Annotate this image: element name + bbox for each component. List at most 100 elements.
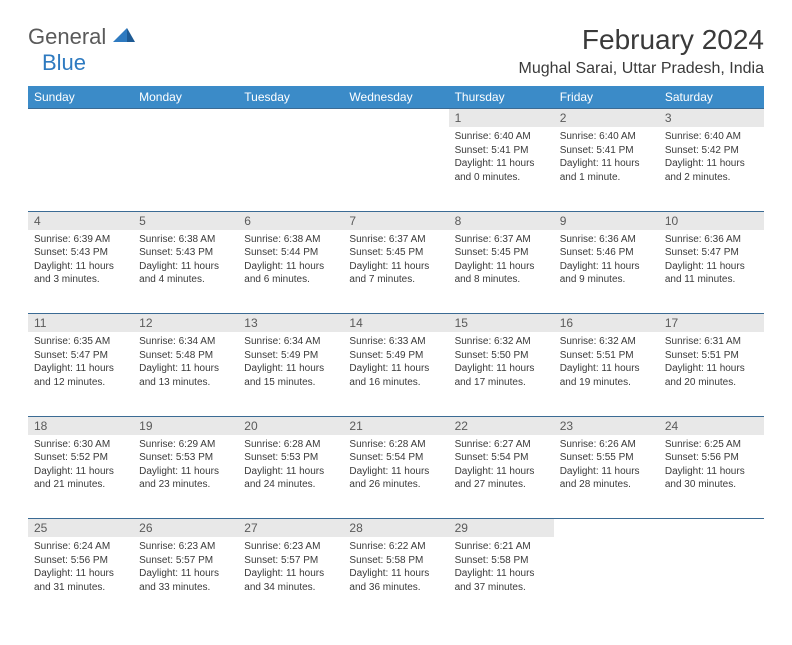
day-data-cell: Sunrise: 6:38 AM Sunset: 5:44 PM Daylight:… — [238, 230, 343, 314]
empty-cell — [343, 109, 448, 128]
sunset-line: Sunset: 5:44 PM — [244, 247, 318, 258]
day-data-row: Sunrise: 6:39 AM Sunset: 5:43 PM Daylight:… — [28, 230, 764, 314]
daylight-line: Daylight: 11 hours and 2 minutes. — [665, 158, 745, 183]
daylight-line: Daylight: 11 hours and 7 minutes. — [349, 261, 429, 286]
empty-cell — [554, 537, 659, 621]
day-data-cell: Sunrise: 6:32 AMSunset: 5:51 PMDaylight:… — [554, 332, 659, 416]
day-number-cell: 8 — [449, 211, 554, 230]
weekday-header: Friday — [554, 86, 659, 109]
empty-cell — [343, 127, 448, 211]
day-data-cell: Sunrise: 6:35 AMSunset: 5:47 PMDaylight:… — [28, 332, 133, 416]
sunset-line: Sunset: 5:47 PM — [665, 247, 739, 258]
day-data-cell: Sunrise: 6:28 AMSunset: 5:54 PMDaylight:… — [343, 435, 448, 519]
day-details: Sunrise: 6:36 AMSunset: 5:46 PMDaylight:… — [554, 230, 659, 293]
daynum-row: 2526272829 — [28, 519, 764, 538]
sunset-line: Sunset: 5:50 PM — [455, 350, 529, 361]
brand-part2: Blue — [42, 50, 86, 75]
day-number-cell: 17 — [659, 314, 764, 333]
day-number: 17 — [659, 314, 764, 332]
day-details: Sunrise: 6:40 AMSunset: 5:41 PMDaylight:… — [449, 127, 554, 190]
sunrise-line: Sunrise: 6:36 AM — [665, 234, 741, 245]
day-data-cell: Sunrise: 6:31 AMSunset: 5:51 PMDaylight:… — [659, 332, 764, 416]
day-number: 12 — [133, 314, 238, 332]
sunrise-line: Sunrise: 6:32 AM — [455, 336, 531, 347]
sunrise-line: Sunrise: 6:28 AM — [244, 439, 320, 450]
weekday-header: Saturday — [659, 86, 764, 109]
day-data-cell: Sunrise: 6:22 AMSunset: 5:58 PMDaylight:… — [343, 537, 448, 621]
day-data-cell: Sunrise: 6:36 AMSunset: 5:46 PMDaylight:… — [554, 230, 659, 314]
calendar-body: 123Sunrise: 6:40 AMSunset: 5:41 PMDaylig… — [28, 109, 764, 622]
sunset-line: Sunset: 5:43 PM — [34, 247, 108, 258]
day-data-row: Sunrise: 6:35 AMSunset: 5:47 PMDaylight:… — [28, 332, 764, 416]
day-number: 5 — [133, 212, 238, 230]
day-number-cell: 21 — [343, 416, 448, 435]
day-number: 21 — [343, 417, 448, 435]
day-number-cell: 4 — [28, 211, 133, 230]
sunrise-line: Sunrise: 6:33 AM — [349, 336, 425, 347]
sunset-line: Sunset: 5:47 PM — [34, 350, 108, 361]
empty-cell — [238, 109, 343, 128]
sunrise-line: Sunrise: 6:23 AM — [244, 541, 320, 552]
daynum-row: 18192021222324 — [28, 416, 764, 435]
sunrise-line: Sunrise: 6:25 AM — [665, 439, 741, 450]
empty-cell — [554, 519, 659, 538]
daylight-line: Daylight: 11 hours and 28 minutes. — [560, 466, 640, 491]
day-number: 11 — [28, 314, 133, 332]
sunset-line: Sunset: 5:42 PM — [665, 145, 739, 156]
sunset-line: Sunset: 5:46 PM — [560, 247, 634, 258]
day-number-cell: 29 — [449, 519, 554, 538]
sunrise-line: Sunrise: 6:38 AM — [244, 234, 320, 245]
calendar-page: General Blue February 2024 Mughal Sarai,… — [0, 0, 792, 645]
day-number-cell: 27 — [238, 519, 343, 538]
sunset-line: Sunset: 5:48 PM — [139, 350, 213, 361]
sunset-line: Sunset: 5:49 PM — [349, 350, 423, 361]
day-number: 27 — [238, 519, 343, 537]
day-details: Sunrise: 6:24 AMSunset: 5:56 PMDaylight:… — [28, 537, 133, 600]
day-data-cell: Sunrise: 6:32 AM Sunset: 5:50 PM Daylight:… — [449, 332, 554, 416]
day-data-row: Sunrise: 6:30 AMSunset: 5:52 PMDaylight:… — [28, 435, 764, 519]
day-number: 14 — [343, 314, 448, 332]
sunset-line: Sunset: 5:51 PM — [665, 350, 739, 361]
day-details: Sunrise: 6:34 AMSunset: 5:49 PMDaylight:… — [238, 332, 343, 395]
sunset-line: Sunset: 5:49 PM — [244, 350, 318, 361]
day-details: Sunrise: 6:40 AMSunset: 5:42 PMDaylight:… — [659, 127, 764, 190]
day-number-cell: 11 — [28, 314, 133, 333]
sunrise-line: Sunrise: 6:40 AM — [560, 131, 636, 142]
empty-cell — [659, 519, 764, 538]
day-data-cell: Sunrise: 6:24 AMSunset: 5:56 PMDaylight:… — [28, 537, 133, 621]
day-number: 2 — [554, 109, 659, 127]
sunrise-line: Sunrise: 6:39 AM — [34, 234, 110, 245]
sunset-line: Sunset: 5:53 PM — [139, 452, 213, 463]
daylight-line: Daylight: 11 hours and 33 minutes. — [139, 568, 219, 593]
day-number: 25 — [28, 519, 133, 537]
brand-triangle-icon — [113, 26, 135, 44]
daylight-line: Daylight: 11 hours and 13 minutes. — [139, 363, 219, 388]
day-number: 8 — [449, 212, 554, 230]
sunset-line: Sunset: 5:58 PM — [455, 555, 529, 566]
daylight-line: Daylight: 11 hours and 8 minutes. — [455, 261, 535, 286]
day-number-cell: 24 — [659, 416, 764, 435]
daylight-line: Daylight: 11 hours and 11 minutes. — [665, 261, 745, 286]
day-number-cell: 26 — [133, 519, 238, 538]
daylight-line: Daylight: 11 hours and 0 minutes. — [455, 158, 535, 183]
daylight-line: Daylight: 11 hours and 21 minutes. — [34, 466, 114, 491]
day-details: Sunrise: 6:38 AMSunset: 5:43 PMDaylight:… — [133, 230, 238, 293]
day-number-cell: 9 — [554, 211, 659, 230]
day-number-cell: 16 — [554, 314, 659, 333]
empty-cell — [28, 109, 133, 128]
sunset-line: Sunset: 5:54 PM — [349, 452, 423, 463]
day-number: 18 — [28, 417, 133, 435]
day-number: 4 — [28, 212, 133, 230]
daylight-line: Daylight: 11 hours and 6 minutes. — [244, 261, 324, 286]
daylight-line: Daylight: 11 hours and 17 minutes. — [455, 363, 535, 388]
day-details: Sunrise: 6:31 AMSunset: 5:51 PMDaylight:… — [659, 332, 764, 395]
sunset-line: Sunset: 5:57 PM — [244, 555, 318, 566]
day-data-cell: Sunrise: 6:33 AMSunset: 5:49 PMDaylight:… — [343, 332, 448, 416]
empty-cell — [133, 109, 238, 128]
daylight-line: Daylight: 11 hours and 4 minutes. — [139, 261, 219, 286]
day-number-cell: 14 — [343, 314, 448, 333]
sunrise-line: Sunrise: 6:27 AM — [455, 439, 531, 450]
day-data-cell: Sunrise: 6:27 AMSunset: 5:54 PMDaylight:… — [449, 435, 554, 519]
daylight-line: Daylight: 11 hours and 9 minutes. — [560, 261, 640, 286]
daylight-line: Daylight: 11 hours and 24 minutes. — [244, 466, 324, 491]
